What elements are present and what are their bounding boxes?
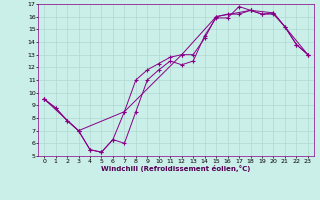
X-axis label: Windchill (Refroidissement éolien,°C): Windchill (Refroidissement éolien,°C) [101, 165, 251, 172]
